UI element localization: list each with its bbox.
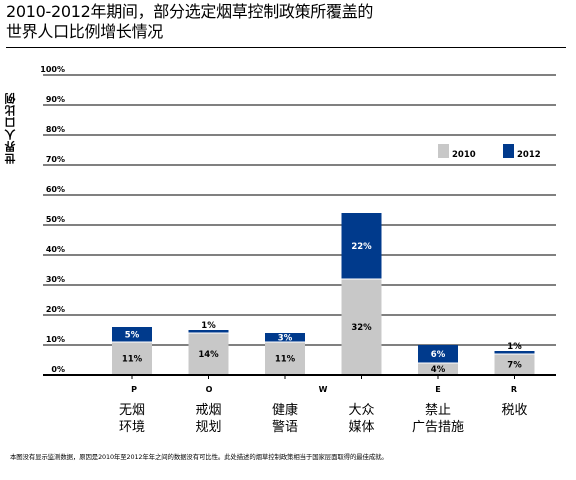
chart-title-line-1: 2010-2012年期间，部分选定烟草控制政策所覆盖的 xyxy=(6,2,374,21)
bar-2010 xyxy=(418,363,458,375)
data-label-2010: 14% xyxy=(198,350,219,360)
policy-letter: R xyxy=(511,385,517,394)
category-label: 警语 xyxy=(272,419,298,435)
bar-2010 xyxy=(188,333,229,375)
category-label: 戒烟 xyxy=(195,403,221,418)
y-tick-label: 10% xyxy=(46,335,65,344)
bar-2012 xyxy=(341,213,382,279)
bar-2012 xyxy=(418,345,458,363)
y-tick-label: 80% xyxy=(46,125,65,134)
data-label-2010: 4% xyxy=(431,365,446,375)
legend-swatch-2010 xyxy=(438,144,449,158)
data-label-2012: 3% xyxy=(278,334,293,344)
data-label-2012: 5% xyxy=(125,331,140,341)
y-tick-label: 60% xyxy=(46,185,65,194)
data-label-2012: 1% xyxy=(507,342,522,352)
title-divider xyxy=(6,47,566,48)
policy-letter: E xyxy=(435,385,440,394)
data-label-2012: 22% xyxy=(351,242,372,252)
y-tick-label: 0% xyxy=(51,365,65,374)
category-label: 税收 xyxy=(501,403,527,418)
data-label-2010: 7% xyxy=(507,361,522,371)
bar-2010 xyxy=(265,342,305,375)
category-label: 无烟 xyxy=(119,403,145,418)
data-label-2010: 32% xyxy=(351,323,372,333)
bar-2012 xyxy=(112,327,152,342)
legend-label-2012: 2012 xyxy=(517,150,541,160)
y-tick-label: 30% xyxy=(46,275,65,284)
policy-letter: O xyxy=(206,385,213,394)
y-tick-label: 40% xyxy=(46,245,65,254)
y-tick-label: 100% xyxy=(40,65,65,74)
chart-title: 2010-2012年期间，部分选定烟草控制政策所覆盖的 世界人口比例增长情况 xyxy=(6,2,566,42)
bar-2012 xyxy=(265,333,305,342)
category-label: 禁止 xyxy=(425,403,451,418)
policy-letter: W xyxy=(319,385,328,394)
footnote: 本图没有显示监测数据，原因是2010年至2012年年之间的数据没有可比性。此处描… xyxy=(10,453,388,461)
category-label: 媒体 xyxy=(348,420,374,435)
bar-2010 xyxy=(112,342,152,375)
chart-title-line-2: 世界人口比例增长情况 xyxy=(6,22,164,41)
data-label-2010: 11% xyxy=(122,355,143,365)
bar-2012 xyxy=(188,330,229,333)
category-label: 大众 xyxy=(348,403,374,418)
y-tick-label: 20% xyxy=(46,305,65,314)
bar-2012 xyxy=(494,351,535,354)
y-tick-label: 70% xyxy=(46,155,65,164)
bar-2010 xyxy=(341,279,382,375)
category-label: 广告措施 xyxy=(412,420,464,435)
category-label: 规划 xyxy=(195,420,221,435)
data-label-2010: 11% xyxy=(275,355,296,365)
bar-2010 xyxy=(494,354,535,375)
y-tick-label: 90% xyxy=(46,95,65,104)
legend-label-2010: 2010 xyxy=(452,150,476,160)
data-label-2012: 6% xyxy=(431,350,446,360)
data-label-2012: 1% xyxy=(201,321,216,331)
category-label: 健康 xyxy=(272,402,298,418)
policy-letter: P xyxy=(131,385,137,394)
y-tick-label: 50% xyxy=(46,215,65,224)
legend-swatch-2012 xyxy=(503,144,514,158)
category-label: 环境 xyxy=(119,420,145,435)
